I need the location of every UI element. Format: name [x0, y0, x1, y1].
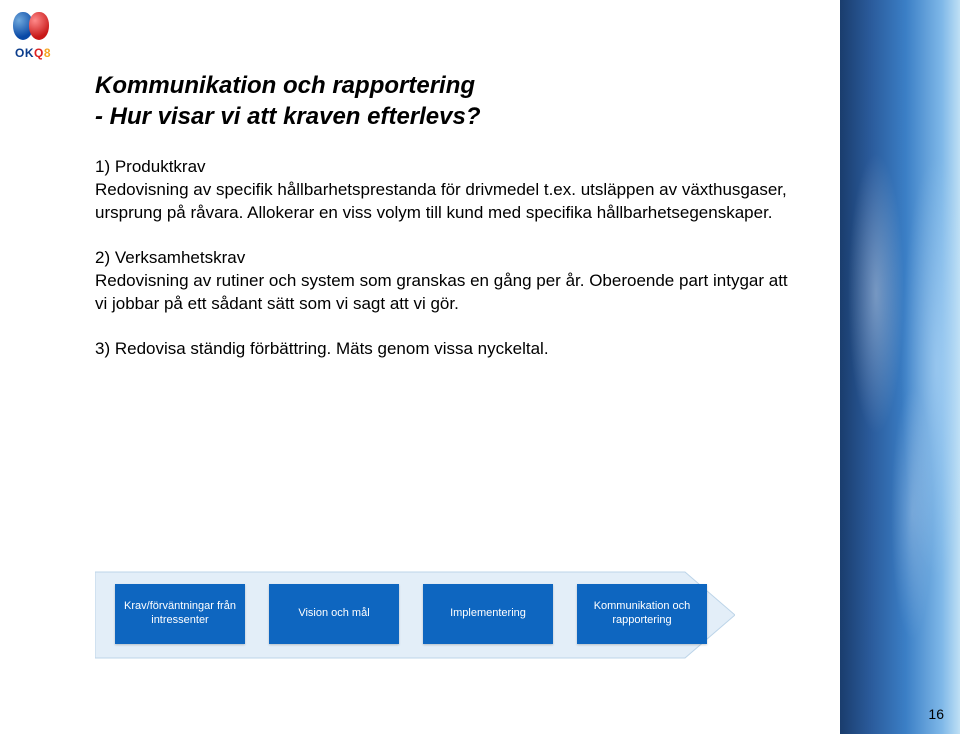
process-arrow: Krav/förväntningar från intressenter Vis…: [95, 570, 735, 660]
arrow-box-2: Vision och mål: [269, 584, 399, 644]
body-text: 1) Produktkrav Redovisning av specifik h…: [95, 156, 795, 361]
arrow-box-1: Krav/förväntningar från intressenter: [115, 584, 245, 644]
side-background: [840, 0, 960, 734]
section-1-label: 1) Produktkrav: [95, 157, 206, 176]
section-1-body: Redovisning av specifik hållbarhetsprest…: [95, 180, 787, 222]
section-2-body: Redovisning av rutiner och system som gr…: [95, 271, 788, 313]
logo-drops-icon: [11, 10, 55, 44]
logo-text: OKQ8: [6, 46, 60, 60]
arrow-box-4: Kommunikation och rapportering: [577, 584, 707, 644]
arrow-box-3: Implementering: [423, 584, 553, 644]
arrow-boxes: Krav/förväntningar från intressenter Vis…: [115, 584, 707, 644]
logo: OKQ8: [6, 10, 60, 60]
page-number: 16: [928, 706, 944, 722]
page-title: Kommunikation och rapportering - Hur vis…: [95, 70, 795, 132]
section-2-label: 2) Verksamhetskrav: [95, 248, 245, 267]
section-3-body: 3) Redovisa ständig förbättring. Mäts ge…: [95, 339, 549, 358]
main-content: Kommunikation och rapportering - Hur vis…: [95, 70, 795, 383]
